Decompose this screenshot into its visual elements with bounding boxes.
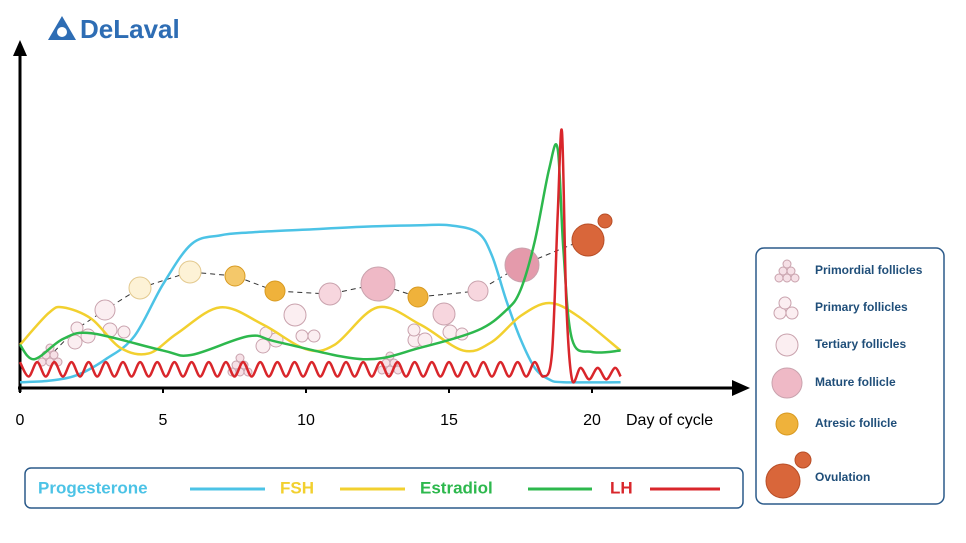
y-arrow	[13, 40, 27, 56]
x-tick-label: 15	[440, 412, 458, 429]
follicle-legend-label: Tertiary follicles	[815, 337, 906, 351]
series-line	[19, 223, 621, 384]
plot-area	[18, 128, 622, 384]
follicle-legend-icons	[765, 259, 812, 499]
follicle-legend-label: Ovulation	[815, 470, 870, 484]
x-tick-label: 10	[297, 412, 315, 429]
follicle-legend-label: Mature follicle	[815, 375, 896, 389]
legend-label: Progesterone	[38, 478, 148, 497]
follicle-legend-box	[755, 247, 945, 505]
series-legend: Progesterone FSH Estradiol LH	[38, 478, 720, 497]
x-tick-label: 5	[159, 412, 168, 429]
x-axis-label: Day of cycle	[626, 412, 713, 429]
x-tick-label: 0	[16, 412, 25, 429]
follicle-legend-label: Primary follicles	[815, 300, 908, 314]
follicle-legend-label: Atresic follicle	[815, 416, 897, 430]
logo-text: DeLaval	[80, 14, 180, 44]
legend-label: Estradiol	[420, 478, 493, 497]
series-line	[19, 143, 621, 361]
series-legend-box	[24, 467, 744, 509]
logo-icon	[48, 16, 76, 40]
x-arrow	[732, 380, 750, 396]
legend-label: LH	[610, 478, 633, 497]
x-tick-label: 20	[583, 412, 601, 429]
series-line	[18, 128, 622, 384]
legend-label: FSH	[280, 478, 314, 497]
follicle-legend-label: Primordial follicles	[815, 263, 923, 277]
